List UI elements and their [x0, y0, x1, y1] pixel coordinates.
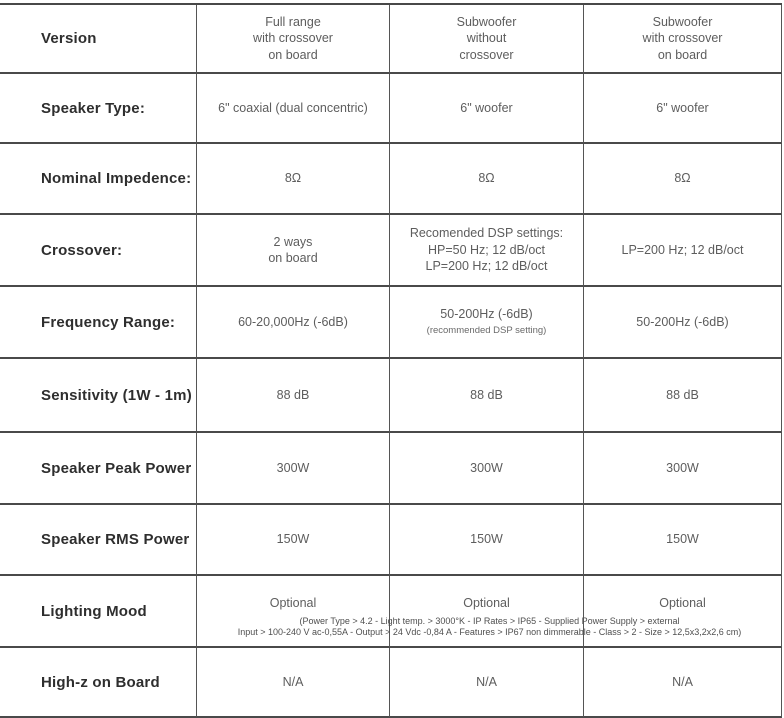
sensitivity-col2: 88 dB — [390, 359, 584, 433]
frequency-col2: 50-200Hz (-6dB) (recommended DSP setting… — [390, 287, 584, 359]
row-label-high-z: High-z on Board — [0, 648, 197, 718]
speaker-type-col2: 6" woofer — [390, 74, 584, 144]
row-label-rms-power: Speaker RMS Power — [0, 505, 197, 576]
peak-power-col2: 300W — [390, 433, 584, 505]
peak-power-col3: 300W — [584, 433, 782, 505]
crossover-col2: Recomended DSP settings: HP=50 Hz; 12 dB… — [390, 215, 584, 287]
high-z-col3: N/A — [584, 648, 782, 718]
high-z-col1: N/A — [197, 648, 390, 718]
row-label-frequency-range: Frequency Range: — [0, 287, 197, 359]
rms-power-col3: 150W — [584, 505, 782, 576]
rms-power-col2: 150W — [390, 505, 584, 576]
version-subwoofer-crossover: Subwoofer with crossover on board — [584, 5, 782, 74]
row-label-lighting-mood: Lighting Mood — [0, 576, 197, 648]
speaker-type-col1: 6" coaxial (dual concentric) — [197, 74, 390, 144]
version-subwoofer-no-crossover: Subwoofer without crossover — [390, 5, 584, 74]
spec-grid: Version Full range with crossover on boa… — [0, 3, 782, 718]
rms-power-col1: 150W — [197, 505, 390, 576]
row-label-speaker-type: Speaker Type: — [0, 74, 197, 144]
impedence-col1: 8Ω — [197, 144, 390, 215]
impedence-col3: 8Ω — [584, 144, 782, 215]
frequency-col2-value: 50-200Hz (-6dB) — [440, 307, 533, 322]
lighting-mood-col2: Optional — [390, 576, 584, 648]
lighting-mood-col1: Optional — [197, 576, 390, 648]
row-label-peak-power: Speaker Peak Power — [0, 433, 197, 505]
peak-power-col1: 300W — [197, 433, 390, 505]
version-full-range: Full range with crossover on board — [197, 5, 390, 74]
sensitivity-col3: 88 dB — [584, 359, 782, 433]
row-label-version: Version — [0, 5, 197, 74]
speaker-type-col3: 6" woofer — [584, 74, 782, 144]
row-label-sensitivity: Sensitivity (1W - 1m) — [0, 359, 197, 433]
sensitivity-col1: 88 dB — [197, 359, 390, 433]
frequency-col2-note: (recommended DSP setting) — [426, 324, 547, 336]
impedence-col2: 8Ω — [390, 144, 584, 215]
crossover-col3: LP=200 Hz; 12 dB/oct — [584, 215, 782, 287]
frequency-col3: 50-200Hz (-6dB) — [584, 287, 782, 359]
row-label-crossover: Crossover: — [0, 215, 197, 287]
frequency-col1: 60-20,000Hz (-6dB) — [197, 287, 390, 359]
high-z-col2: N/A — [390, 648, 584, 718]
row-label-nominal-impedence: Nominal Impedence: — [0, 144, 197, 215]
crossover-col1: 2 ways on board — [197, 215, 390, 287]
lighting-mood-col3: Optional — [584, 576, 782, 648]
